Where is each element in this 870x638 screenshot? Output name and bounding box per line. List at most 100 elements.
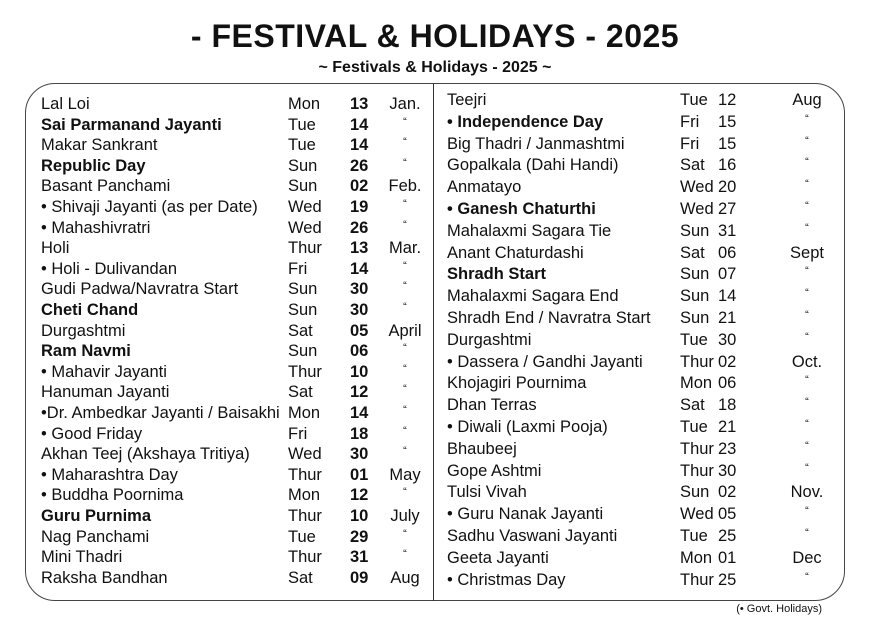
holiday-name: • Guru Nanak Jayanti <box>447 505 604 524</box>
holiday-day: Sun <box>680 309 710 327</box>
holiday-day: Sun <box>680 265 710 284</box>
holiday-name: Makar Sankrant <box>41 136 158 155</box>
holiday-date: 21 <box>718 309 737 327</box>
holiday-name: Geeta Jayanti <box>447 548 549 567</box>
holiday-date: 30 <box>718 461 737 480</box>
holiday-month: “ <box>805 505 809 518</box>
holiday-date: 10 <box>350 507 369 525</box>
holiday-day: Sun <box>288 177 318 196</box>
holiday-day: Fri <box>288 424 308 443</box>
holiday-name: • Mahavir Jayanti <box>41 362 167 381</box>
holiday-day: Thur <box>680 461 714 480</box>
holiday-date: 01 <box>718 548 737 567</box>
holiday-date: 19 <box>350 198 369 216</box>
holiday-name: • Dassera / Gandhi Jayanti <box>447 352 643 371</box>
holiday-day: Wed <box>288 198 322 216</box>
holiday-day: Thur <box>288 507 322 525</box>
holiday-month: April <box>388 321 422 340</box>
holiday-date: 25 <box>718 527 737 545</box>
holiday-name: • Diwali (Laxmi Pooja) <box>447 418 608 436</box>
holiday-month: Oct. <box>791 352 823 371</box>
holiday-month: “ <box>805 396 809 409</box>
holiday-date: 16 <box>718 156 737 175</box>
holiday-date: 06 <box>718 243 737 262</box>
holiday-day: Thur <box>680 439 714 458</box>
holiday-month: “ <box>403 156 407 169</box>
holiday-month: “ <box>805 265 809 278</box>
holiday-month: “ <box>805 527 809 539</box>
holiday-name: Shradh End / Navratra Start <box>447 309 651 327</box>
holiday-name: • Good Friday <box>41 424 143 443</box>
holiday-name: Gope Ashtmi <box>447 461 542 480</box>
holiday-day: Mon <box>288 404 321 422</box>
holiday-name: • Christmas Day <box>447 570 566 589</box>
holiday-month: “ <box>403 424 407 437</box>
holiday-day: Sun <box>680 483 710 502</box>
holiday-name: Republic Day <box>41 156 146 175</box>
holiday-date: 25 <box>718 570 737 589</box>
holiday-month: “ <box>805 418 809 430</box>
footnote: (• Govt. Holidays) <box>736 603 822 615</box>
holiday-name: Gudi Padwa/Navratra Start <box>41 280 239 299</box>
holiday-date: 01 <box>350 465 369 484</box>
holiday-name: • Ganesh Chaturthi <box>447 200 596 218</box>
holiday-day: Thur <box>288 548 322 567</box>
holiday-name: Sadhu Vaswani Jayanti <box>447 527 618 545</box>
holiday-name: • Maharashtra Day <box>41 465 178 484</box>
holiday-name: Guru Purnima <box>41 507 152 525</box>
holiday-name: Tulsi Vivah <box>447 483 527 502</box>
holiday-name: Nag Panchami <box>41 527 150 546</box>
holiday-day: Sat <box>680 243 705 262</box>
holiday-day: Sun <box>680 287 710 306</box>
holiday-month: “ <box>805 330 809 343</box>
holiday-month: “ <box>403 259 407 272</box>
holiday-month: “ <box>403 280 407 293</box>
holiday-name: Anmatayo <box>447 178 522 197</box>
holiday-day: Mon <box>288 95 321 113</box>
page-title: - FESTIVAL & HOLIDAYS - 2025 <box>190 18 680 54</box>
holiday-day: Thur <box>288 362 322 381</box>
holiday-month: “ <box>403 301 407 313</box>
holiday-day: Sat <box>288 321 313 340</box>
holiday-date: 02 <box>350 177 369 196</box>
holiday-day: Fri <box>288 259 308 278</box>
page-subtitle: ~ Festivals & Holidays - 2025 ~ <box>318 59 552 76</box>
holiday-name: Big Thadri / Janmashtmi <box>447 134 625 153</box>
holiday-day: Mon <box>680 548 713 567</box>
holiday-name: Holi <box>41 239 70 258</box>
holiday-name: Shradh Start <box>447 265 547 284</box>
holiday-day: Mon <box>680 374 713 393</box>
holiday-day: Thur <box>288 239 322 258</box>
holiday-date: 07 <box>718 265 737 284</box>
holiday-month: “ <box>805 156 809 169</box>
holiday-name: Raksha Bandhan <box>41 568 168 587</box>
holiday-date: 14 <box>350 115 369 134</box>
holiday-name: Basant Panchami <box>41 177 171 196</box>
holiday-date: 14 <box>350 404 369 422</box>
holiday-month: “ <box>403 548 407 561</box>
holiday-day: Tue <box>680 330 708 349</box>
column-divider <box>433 83 434 601</box>
holiday-month: Mar. <box>388 239 422 258</box>
holiday-name: Hanuman Jayanti <box>41 383 170 402</box>
holiday-day: Sun <box>288 342 318 361</box>
holiday-name: Khojagiri Pournima <box>447 374 587 393</box>
holiday-day: Thur <box>680 570 714 589</box>
holiday-month: “ <box>805 309 809 321</box>
holiday-name: • Holi - Dulivandan <box>41 259 178 278</box>
holiday-list-box <box>25 83 845 601</box>
holiday-month: “ <box>805 178 809 191</box>
holiday-day: Sun <box>680 221 710 240</box>
holiday-month: “ <box>403 445 407 458</box>
holiday-day: Thur <box>680 352 714 371</box>
holiday-date: 02 <box>718 352 737 371</box>
holiday-date: 26 <box>350 218 369 237</box>
holiday-date: 30 <box>350 301 369 319</box>
holiday-month: Sept <box>790 243 824 262</box>
holiday-date: 30 <box>350 445 369 464</box>
holiday-month: Nov. <box>790 483 824 502</box>
holiday-name: Bhaubeej <box>447 439 517 458</box>
holiday-date: 27 <box>718 200 737 218</box>
holiday-date: 12 <box>718 91 737 109</box>
holiday-day: Wed <box>288 218 322 237</box>
